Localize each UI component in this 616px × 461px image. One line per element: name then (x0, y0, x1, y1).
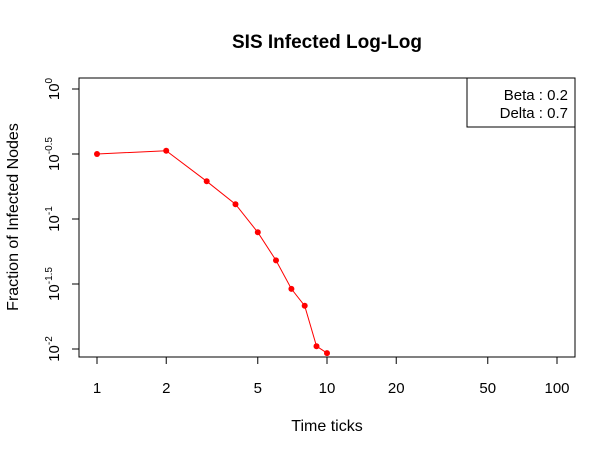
series-line (96, 150, 328, 354)
chart-title: SIS Infected Log-Log (232, 32, 422, 53)
y-axis-label: Fraction of Infected Nodes (5, 123, 22, 311)
data-point (313, 343, 320, 350)
legend: Beta : 0.2 Delta : 0.7 (466, 77, 576, 128)
x-tick-label: 20 (388, 380, 405, 397)
y-tick-exponent: 0 (44, 77, 55, 83)
y-tick-exponent: -0.5 (44, 137, 55, 155)
y-tick-exponent: -1 (44, 206, 55, 215)
x-tick-label: 100 (544, 380, 569, 397)
y-tick-base: 10 (46, 345, 63, 362)
legend-entry-beta: Beta : 0.2 (504, 87, 568, 104)
data-point (254, 229, 261, 236)
y-tick-label: 10-0.5 (44, 137, 63, 171)
y-tick-base: 10 (46, 215, 63, 232)
data-point (203, 178, 210, 185)
y-tick-label: 10-1 (44, 206, 63, 232)
legend-box (466, 77, 576, 128)
y-tick-exponent: -1.5 (44, 267, 55, 285)
data-point (163, 147, 170, 154)
y-tick-label: 10-2 (44, 336, 63, 362)
y-tick-label: 100 (44, 77, 63, 100)
data-point (232, 201, 239, 208)
y-tick-base: 10 (46, 284, 63, 301)
x-axis: 1 2 5 10 20 50 100 (93, 356, 570, 397)
data-point (288, 285, 295, 292)
data-point (301, 302, 308, 309)
x-tick-label: 50 (479, 380, 496, 397)
x-tick-label: 1 (93, 380, 101, 397)
x-tick-label: 10 (319, 380, 336, 397)
data-point (273, 257, 279, 264)
x-tick-label: 5 (254, 380, 262, 397)
y-tick-exponent: -2 (44, 336, 55, 345)
legend-entry-delta: Delta : 0.7 (500, 105, 568, 122)
data-point (94, 151, 100, 157)
y-tick-base: 10 (46, 154, 63, 171)
y-tick-label: 10-1.5 (44, 267, 63, 301)
y-tick-base: 10 (46, 83, 63, 100)
series-layer (94, 147, 330, 357)
x-axis-label: Time ticks (291, 418, 362, 435)
x-tick-label: 2 (162, 380, 170, 397)
data-point (324, 350, 330, 357)
